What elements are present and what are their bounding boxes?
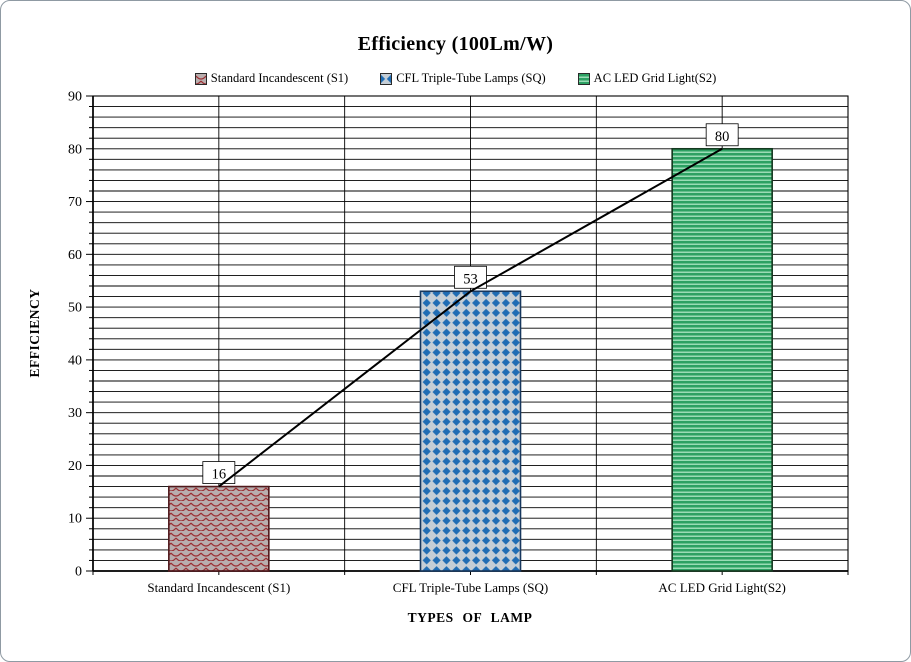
bar-2 [419, 290, 522, 572]
y-tick-label: 50 [68, 301, 82, 316]
data-label-box [454, 265, 487, 289]
legend-item-cfl-triple-tube: CFL Triple-Tube Lamps (SQ) [380, 71, 546, 86]
x-axis-title: TYPES OF LAMP [408, 610, 533, 625]
y-tick-label: 40 [68, 353, 82, 368]
legend: Standard Incandescent (S1) CFL Triple-Tu… [1, 71, 910, 86]
legend-swatch-stripes-icon [577, 72, 590, 85]
legend-swatch-shingle-icon [194, 72, 207, 85]
data-label: 53 [463, 271, 478, 287]
data-label: 80 [715, 129, 730, 145]
y-axis-title: EFFICIENCY [27, 288, 42, 377]
data-label-box [705, 123, 739, 147]
x-category-label: AC LED Grid Light(S2) [658, 580, 785, 595]
y-tick-label: 70 [68, 195, 82, 210]
y-tick-label: 90 [68, 90, 82, 105]
y-tick-label: 10 [68, 512, 82, 527]
x-category-label: CFL Triple-Tube Lamps (SQ) [393, 580, 548, 595]
legend-item-ac-led-grid: AC LED Grid Light(S2) [577, 71, 717, 86]
bar-3 [671, 147, 773, 572]
legend-label: AC LED Grid Light(S2) [593, 71, 717, 85]
y-tick-label: 80 [68, 142, 82, 157]
data-label: 16 [212, 467, 227, 483]
trend-line [218, 147, 723, 488]
y-tick-label: 60 [68, 248, 82, 263]
legend-swatch-diamond-icon [380, 72, 393, 85]
bar-1 [168, 485, 270, 572]
x-category-label: Standard Incandescent (S1) [147, 580, 290, 595]
y-tick-label: 0 [75, 565, 82, 580]
y-tick-label: 30 [68, 406, 82, 421]
y-tick-label: 20 [68, 459, 82, 474]
legend-label: CFL Triple-Tube Lamps (SQ) [396, 71, 546, 85]
chart-title: Efficiency (100Lm/W) [357, 33, 554, 55]
legend-item-standard-incandescent: Standard Incandescent (S1) [194, 71, 349, 86]
data-label-box [202, 461, 236, 484]
legend-label: Standard Incandescent (S1) [210, 71, 349, 85]
